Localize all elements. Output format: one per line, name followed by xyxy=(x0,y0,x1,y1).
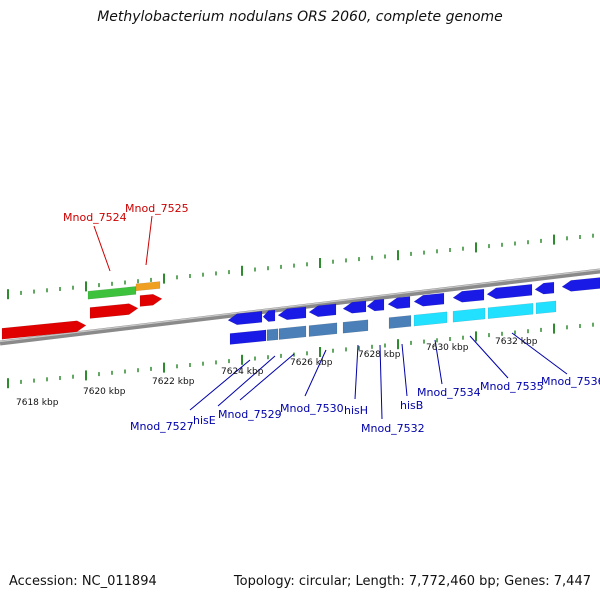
gene-label-hise: hisE xyxy=(193,414,216,427)
backbone-highlight xyxy=(0,268,600,343)
gene-label-mnod-7534: Mnod_7534 xyxy=(417,386,481,399)
reverse-gene xyxy=(534,281,555,295)
reverse-gene xyxy=(413,292,445,307)
reverse-gene-strip xyxy=(342,319,369,334)
reverse-gene-strip xyxy=(278,325,307,340)
scale-tick-label: 7624 kbp xyxy=(221,367,264,377)
forward-rna-feature xyxy=(87,286,137,300)
reverse-gene xyxy=(366,298,385,312)
scale-tick-label: 7622 kbp xyxy=(152,377,195,387)
gene-label-mnod-7527-leader xyxy=(189,359,251,411)
reverse-gene-strip xyxy=(413,311,448,327)
scale-tick-label: 7628 kbp xyxy=(358,350,401,360)
backbone-line xyxy=(0,268,600,346)
forward-other-feature xyxy=(135,281,161,292)
gene-label-hisb: hisB xyxy=(400,399,423,412)
gene-label-mnod-7532: Mnod_7532 xyxy=(361,422,425,435)
reverse-gene-strip xyxy=(388,315,412,329)
gene-label-mnod-7524: Mnod_7524 xyxy=(63,211,127,224)
reverse-gene-strip xyxy=(487,302,534,319)
reverse-gene xyxy=(387,296,411,310)
gene-label-mnod-7532-leader xyxy=(379,344,383,420)
gene-label-hisb-leader xyxy=(401,343,408,397)
reverse-gene-strip xyxy=(308,322,338,337)
scale-tick-label: 7632 kbp xyxy=(495,337,538,347)
reverse-gene-strip xyxy=(266,328,279,342)
reverse-gene-strip xyxy=(229,329,267,345)
genome-stats: Topology: circular; Length: 7,772,460 bp… xyxy=(233,574,591,589)
scale-tick-label: 7618 kbp xyxy=(16,398,59,408)
scale-tick-label: 7630 kbp xyxy=(426,343,469,353)
reverse-gene xyxy=(308,303,337,317)
gene-label-mnod-7530-leader xyxy=(304,349,327,397)
forward-gene xyxy=(139,293,163,307)
scale-tick-label: 7620 kbp xyxy=(83,387,126,397)
scale-labels: 7618 kbp 7620 kbp 7622 kbp 7624 kbp 7626 kbp… xyxy=(16,337,538,408)
gene-label-mnod-7536-leader xyxy=(511,332,568,375)
gene-label-mnod-7530: Mnod_7530 xyxy=(280,402,344,415)
gene-label-mnod-7524-leader xyxy=(93,225,111,272)
reverse-gene-strip xyxy=(535,300,557,315)
reverse-gene xyxy=(452,288,485,303)
reverse-gene xyxy=(561,277,600,292)
forward-gene xyxy=(89,303,139,319)
reverse-gene xyxy=(262,309,276,322)
reverse-gene xyxy=(342,300,367,314)
gene-label-mnod-7525: Mnod_7525 xyxy=(125,202,189,215)
gene-label-mnod-7525-leader xyxy=(145,215,153,266)
gene-label-mnod-7536: Mnod_7536 xyxy=(541,375,600,388)
gene-label-hish-leader xyxy=(354,344,359,400)
forward-gene xyxy=(1,320,87,340)
gene-label-mnod-7535: Mnod_7535 xyxy=(480,380,544,393)
gene-label-mnod-7534-leader xyxy=(434,339,443,385)
map-title: Methylobacterium nodulans ORS 2060, comp… xyxy=(97,9,503,25)
gene-label-mnod-7527: Mnod_7527 xyxy=(130,420,194,433)
gene-label-mnod-7535-leader xyxy=(469,335,509,379)
gene-label-mnod-7529: Mnod_7529 xyxy=(218,408,282,421)
gene-label-mnod-7529-leader xyxy=(239,353,295,401)
upper-tick-track xyxy=(7,233,594,300)
genome-backbone xyxy=(0,268,600,346)
reverse-gene xyxy=(227,311,263,326)
reverse-gene xyxy=(277,306,307,321)
gene-features xyxy=(1,277,600,345)
scale-tick-label: 7626 kbp xyxy=(290,358,333,368)
gene-label-hish: hisH xyxy=(344,404,368,417)
reverse-gene-strip xyxy=(452,307,486,323)
reverse-gene xyxy=(486,284,533,300)
accession-label: Accession: NC_011894 xyxy=(9,574,157,589)
gene-label-hise-leader xyxy=(217,355,276,407)
